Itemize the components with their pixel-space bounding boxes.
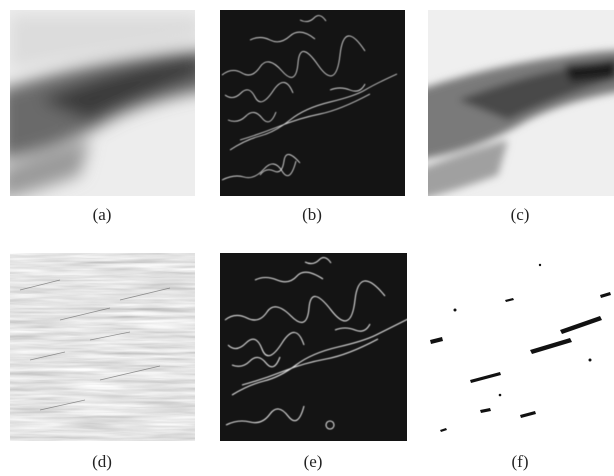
panel-label: (e)	[304, 452, 323, 471]
figure: (a) (b) (c) (d) (e) (f)	[0, 0, 614, 476]
panel-e-image	[220, 253, 408, 441]
panel-c-image	[418, 10, 614, 200]
panel-label: (a)	[93, 205, 112, 224]
panel-label: (b)	[302, 205, 322, 224]
panel-d-image	[10, 253, 195, 441]
panel-label: (c)	[511, 205, 530, 224]
panel-label: (f)	[512, 452, 529, 471]
panel-a-image	[0, 10, 210, 200]
panel-label: (d)	[92, 452, 112, 471]
panel-f-image	[428, 253, 614, 441]
panel-b-image	[220, 10, 405, 196]
